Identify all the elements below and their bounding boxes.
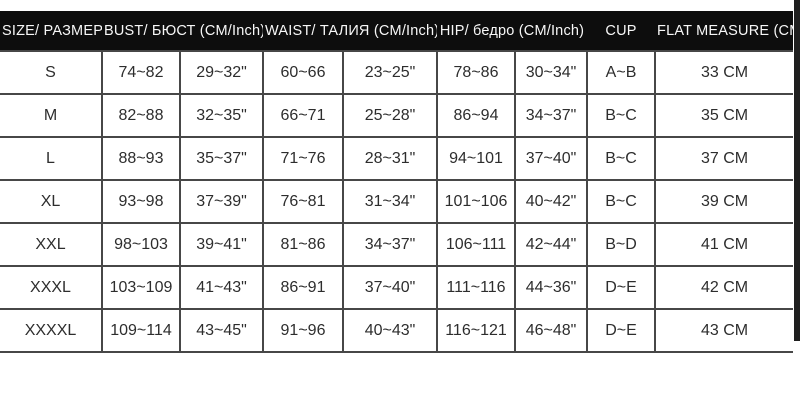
- column-header-flat-measure: FLAT MEASURE (CM): [655, 11, 794, 51]
- table-cell: 71~76: [262, 136, 344, 181]
- table-row-xl: XL 93~98 37~39" 76~81 31~34" 101~106 40~…: [0, 179, 794, 224]
- table-cell: 116~121: [436, 308, 516, 353]
- column-header-size: SIZE/ РАЗМЕР: [0, 11, 102, 51]
- size-cell: L: [0, 136, 103, 181]
- size-cell: XXXL: [0, 265, 103, 310]
- table-cell: 42 CM: [654, 265, 794, 310]
- table-cell: 34~37": [342, 222, 438, 267]
- table-cell: B~C: [586, 179, 657, 224]
- table-cell: 111~116: [436, 265, 516, 310]
- table-cell: B~C: [586, 93, 657, 138]
- table-cell: 29~32": [179, 50, 264, 95]
- table-cell: 78~86: [436, 50, 516, 95]
- table-row-xxxxl: XXXXL 109~114 43~45" 91~96 40~43" 116~12…: [0, 308, 794, 353]
- column-header-waist: WAIST/ ТАЛИЯ (CM/Inch): [263, 11, 437, 51]
- table-cell: 66~71: [262, 93, 344, 138]
- size-cell: XXXXL: [0, 308, 103, 353]
- table-cell: 94~101: [436, 136, 516, 181]
- table-cell: 98~103: [101, 222, 181, 267]
- table-cell: 37~40": [513, 136, 589, 181]
- table-cell: 91~96: [262, 308, 344, 353]
- table-cell: B~D: [586, 222, 657, 267]
- table-cell: 35~37": [179, 136, 264, 181]
- table-cell: 41 CM: [654, 222, 794, 267]
- table-cell: 33 CM: [654, 50, 794, 95]
- table-cell: 34~37": [513, 93, 589, 138]
- table-cell: 37~40": [342, 265, 438, 310]
- table-cell: 43~45": [179, 308, 264, 353]
- table-row-xxxl: XXXL 103~109 41~43" 86~91 37~40" 111~116…: [0, 265, 794, 310]
- table-cell: 82~88: [101, 93, 181, 138]
- table-row-l: L 88~93 35~37" 71~76 28~31" 94~101 37~40…: [0, 136, 794, 181]
- table-cell: 35 CM: [654, 93, 794, 138]
- table-cell: 39 CM: [654, 179, 794, 224]
- table-cell: 44~36": [513, 265, 589, 310]
- table-cell: 81~86: [262, 222, 344, 267]
- table-cell: 101~106: [436, 179, 516, 224]
- table-row-m: M 82~88 32~35" 66~71 25~28" 86~94 34~37"…: [0, 93, 794, 138]
- table-cell: 30~34": [513, 50, 589, 95]
- table-cell: 40~43": [342, 308, 438, 353]
- table-cell: 25~28": [342, 93, 438, 138]
- table-cell: 40~42": [513, 179, 589, 224]
- table-cell: 93~98: [101, 179, 181, 224]
- table-cell: 46~48": [513, 308, 589, 353]
- size-cell: XXL: [0, 222, 103, 267]
- table-cell: D~E: [586, 265, 657, 310]
- table-cell: 37 CM: [654, 136, 794, 181]
- table-cell: 23~25": [342, 50, 438, 95]
- table-cell: 37~39": [179, 179, 264, 224]
- table-row-s: S 74~82 29~32" 60~66 23~25" 78~86 30~34"…: [0, 50, 794, 95]
- size-cell: S: [0, 50, 103, 95]
- table-cell: 106~111: [436, 222, 516, 267]
- table-cell: 28~31": [342, 136, 438, 181]
- table-cell: 88~93: [101, 136, 181, 181]
- column-header-hip: HIP/ бедро (CM/Inch): [437, 11, 588, 51]
- table-cell: B~C: [586, 136, 657, 181]
- table-cell: 41~43": [179, 265, 264, 310]
- table-row-xxl: XXL 98~103 39~41" 81~86 34~37" 106~111 4…: [0, 222, 794, 267]
- column-header-bust: BUST/ БЮСТ (CM/Inch): [102, 11, 263, 51]
- header-row: SIZE/ РАЗМЕР BUST/ БЮСТ (CM/Inch) WAIST/…: [0, 11, 794, 51]
- table-cell: 86~94: [436, 93, 516, 138]
- table-cell: 76~81: [262, 179, 344, 224]
- column-header-cup: CUP: [587, 11, 656, 51]
- table-cell: 60~66: [262, 50, 344, 95]
- right-edge-bar: [794, 0, 800, 341]
- table-cell: 32~35": [179, 93, 264, 138]
- table-cell: 86~91: [262, 265, 344, 310]
- table-cell: 31~34": [342, 179, 438, 224]
- table-cell: 39~41": [179, 222, 264, 267]
- size-cell: M: [0, 93, 103, 138]
- table-cell: 74~82: [101, 50, 181, 95]
- size-cell: XL: [0, 179, 103, 224]
- table-cell: A~B: [586, 50, 657, 95]
- table-cell: 103~109: [101, 265, 181, 310]
- table-cell: 43 CM: [654, 308, 794, 353]
- table-cell: 109~114: [101, 308, 181, 353]
- size-chart-table: SIZE/ РАЗМЕР BUST/ БЮСТ (CM/Inch) WAIST/…: [0, 11, 794, 353]
- table-cell: D~E: [586, 308, 657, 353]
- table-cell: 42~44": [513, 222, 589, 267]
